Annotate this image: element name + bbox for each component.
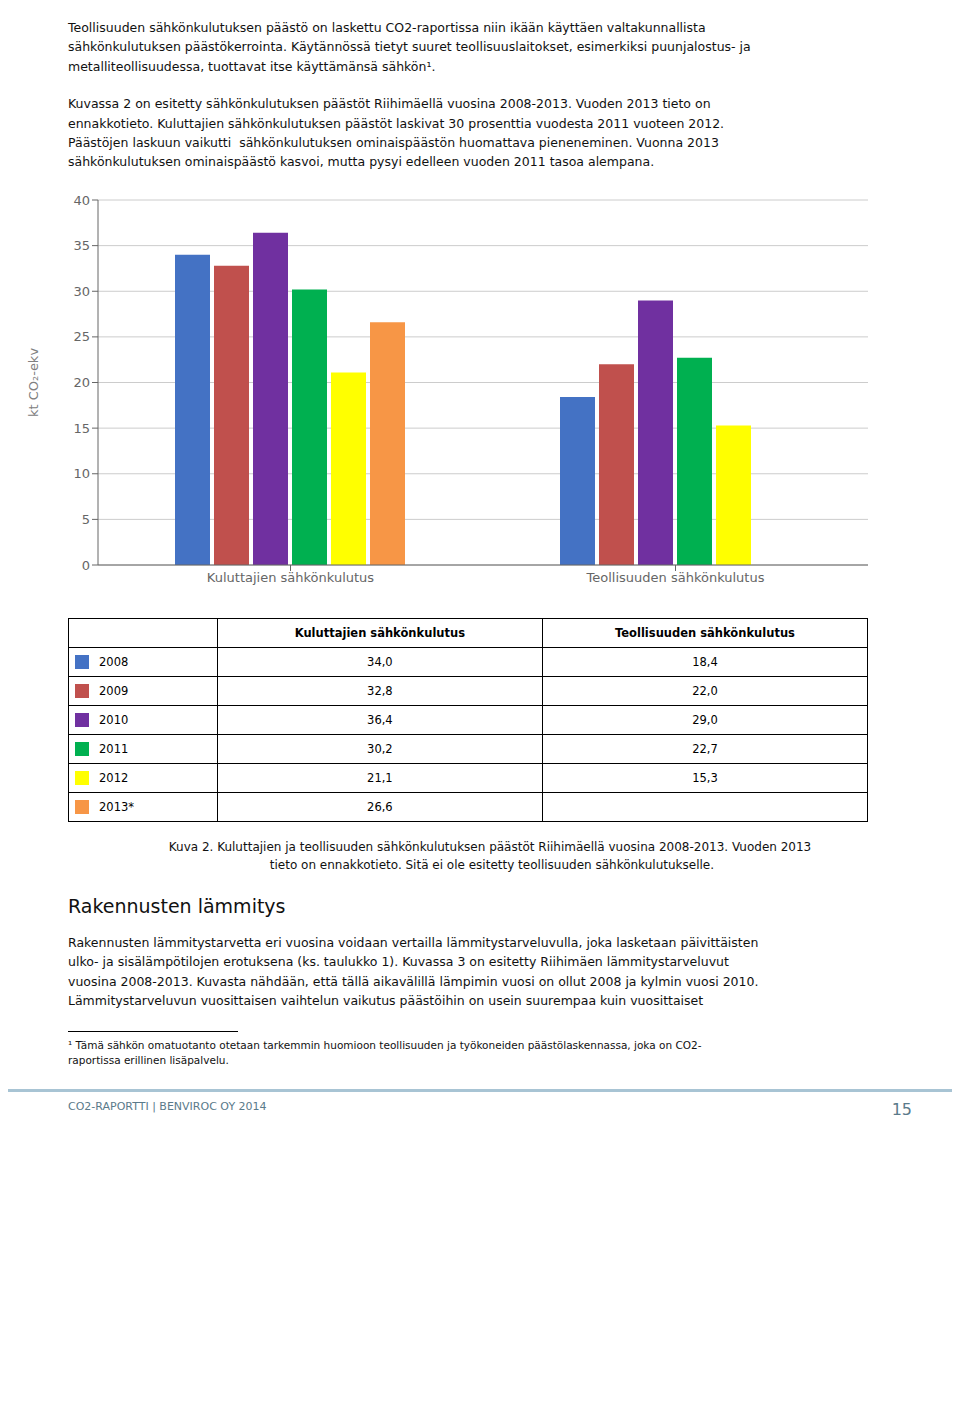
- html-text:21,1: 21,1: [367, 770, 393, 785]
- html-text:CO2-RAPORTTI | BENVIROC OY 201: CO2-RAPORTTI | BENVIROC OY 2014: [68, 1100, 267, 1114]
- html-text:2010: 2010: [99, 712, 129, 727]
- html-text:2011: 2011: [99, 741, 129, 756]
- html-text:Teollisuuden sähkönkulutus: Teollisuuden sähkönkulutus: [615, 625, 795, 640]
- svg-text:Kuluttajien sähkönkulutus: Kuluttajien sähkönkulutus: [207, 570, 375, 585]
- html-text:Rakennusten lämmitys: Rakennusten lämmitys: [68, 894, 286, 917]
- svg-text:25: 25: [73, 329, 90, 344]
- html-text:Teollisuuden sähkönkulutuksen: Teollisuuden sähkönkulutuksen päästö on …: [68, 20, 751, 74]
- html-text:15: 15: [891, 1100, 912, 1120]
- html-text:22,0: 22,0: [692, 683, 718, 698]
- html-text:Kuvassa 2 on esitetty sähkönku: Kuvassa 2 on esitetty sähkönkulutuksen p…: [68, 96, 725, 170]
- html-text:2013*: 2013*: [99, 799, 134, 814]
- svg-text:20: 20: [73, 375, 90, 390]
- svg-text:10: 10: [73, 466, 90, 481]
- svg-text:Teollisuuden sähkönkulutus: Teollisuuden sähkönkulutus: [586, 570, 765, 585]
- svg-text:15: 15: [73, 420, 90, 435]
- html-text:36,4: 36,4: [367, 712, 393, 727]
- html-text:Rakennusten lämmitystarvetta e: Rakennusten lämmitystarvetta eri vuosina…: [68, 935, 759, 1009]
- html-text:29,0: 29,0: [692, 712, 718, 727]
- svg-text:5: 5: [82, 512, 90, 527]
- html-text:30,2: 30,2: [367, 741, 393, 756]
- svg-text:0: 0: [82, 557, 90, 572]
- svg-text:30: 30: [73, 283, 90, 298]
- html-text:¹ Tämä sähkön omatuotanto otet: ¹ Tämä sähkön omatuotanto otetaan tarkem…: [68, 1038, 702, 1067]
- html-text:Kuluttajien sähkönkulutus: Kuluttajien sähkönkulutus: [294, 625, 465, 640]
- svg-text:35: 35: [73, 238, 90, 253]
- html-text:18,4: 18,4: [692, 654, 718, 669]
- html-text:2012: 2012: [99, 770, 129, 785]
- html-text:2009: 2009: [99, 683, 129, 698]
- html-text:26,6: 26,6: [367, 799, 393, 814]
- svg-text:kt CO₂-ekv: kt CO₂-ekv: [26, 347, 41, 416]
- svg-text:40: 40: [73, 192, 90, 207]
- html-text:2008: 2008: [99, 654, 129, 669]
- html-text:22,7: 22,7: [692, 741, 718, 756]
- html-text:15,3: 15,3: [692, 770, 718, 785]
- html-text:32,8: 32,8: [367, 683, 393, 698]
- html-text:Kuva 2. Kuluttajien ja teollis: Kuva 2. Kuluttajien ja teollisuuden sähk…: [168, 839, 812, 872]
- html-text:34,0: 34,0: [367, 654, 393, 669]
